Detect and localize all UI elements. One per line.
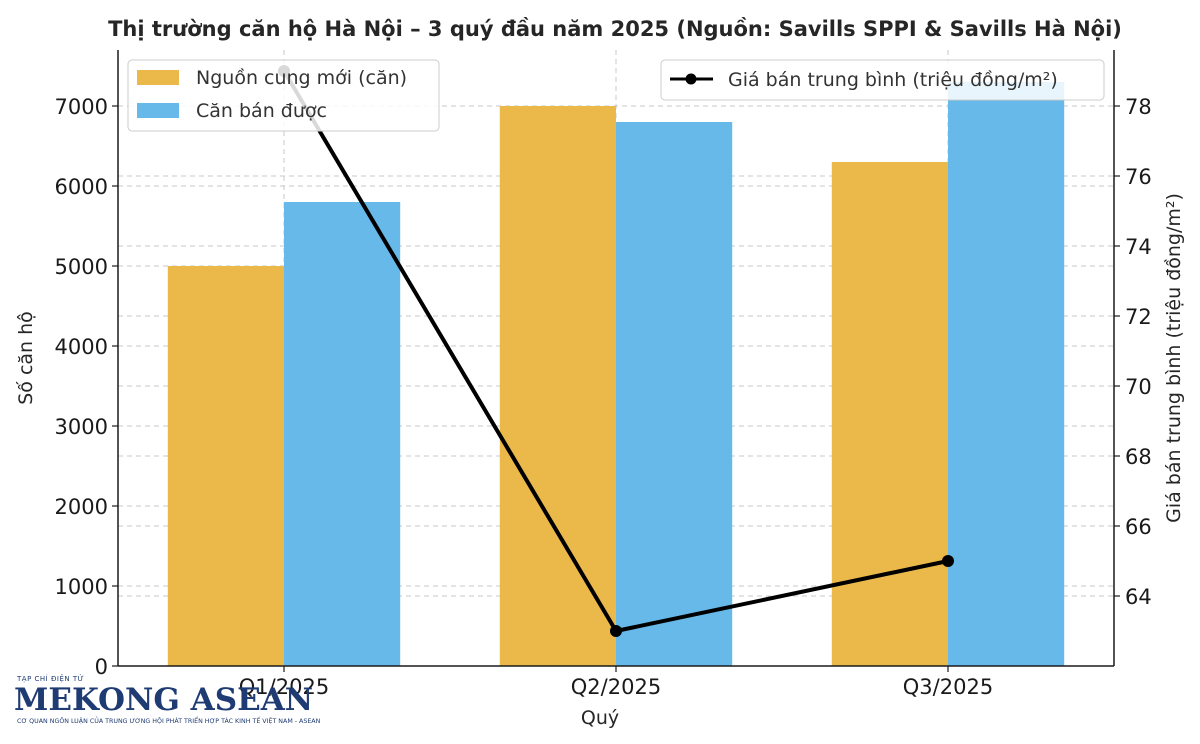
y2-tick-label-78: 78	[1125, 95, 1152, 119]
legend-label-sold: Căn bán được	[196, 100, 327, 122]
legend-label-supply: Nguồn cung mới (căn)	[196, 67, 407, 89]
logo-name: MEKONG ASEAN	[14, 682, 313, 718]
y-tick-label-4000: 4000	[55, 335, 108, 359]
bar-supply-2	[831, 162, 948, 666]
bar-sold-2	[948, 82, 1065, 666]
chart-title: Thị trường căn hộ Hà Nội – 3 quý đầu năm…	[108, 17, 1122, 41]
bar-supply-0	[167, 266, 284, 666]
y-tick-label-3000: 3000	[55, 415, 108, 439]
bar-supply-1	[499, 106, 616, 666]
x-tick-label-2: Q3/2025	[903, 675, 993, 699]
legend-bars: Nguồn cung mới (căn) Căn bán được	[127, 59, 440, 132]
bars	[167, 82, 1065, 666]
y2-tick-label-72: 72	[1125, 305, 1152, 329]
y2-axis-label: Giá bán trung bình (triệu đồng/m²)	[1163, 193, 1185, 523]
price-point-2	[942, 555, 954, 567]
legend-label-price: Giá bán trung bình (triệu đồng/m²)	[728, 69, 1058, 91]
bar-sold-0	[284, 202, 401, 666]
y-tick-label-1000: 1000	[55, 575, 108, 599]
legend-swatch-supply	[137, 70, 179, 85]
logo-top-text: TẠP CHÍ ĐIỆN TỬ	[16, 674, 84, 683]
y2-tick-label-70: 70	[1125, 375, 1152, 399]
y2-tick-label-64: 64	[1125, 585, 1152, 609]
price-point-1	[610, 625, 622, 637]
logo-tagline: CƠ QUAN NGÔN LUẬN CỦA TRUNG ƯƠNG HỘI PHÁ…	[17, 715, 321, 725]
x-tick-label-0: Q1/2025	[239, 675, 329, 699]
legend-swatch-price-marker	[685, 73, 697, 85]
y-tick-label-6000: 6000	[55, 175, 108, 199]
legend-line-box	[660, 59, 1105, 101]
y-tick-label-2000: 2000	[55, 495, 108, 519]
y-axis-label: Số căn hộ	[15, 311, 37, 405]
y2-tick-label-68: 68	[1125, 445, 1152, 469]
x-axis-label: Quý	[581, 707, 619, 729]
mekong-asean-logo: TẠP CHÍ ĐIỆN TỬ MEKONG ASEAN CƠ QUAN NGÔ…	[14, 674, 321, 725]
y2-tick-label-76: 76	[1125, 165, 1152, 189]
x-tick-label-1: Q2/2025	[571, 675, 661, 699]
left-axis-ticks: 0 1000 2000 3000 4000 5000 6000 7000	[55, 95, 118, 679]
legend-line: Giá bán trung bình (triệu đồng/m²)	[660, 59, 1105, 101]
y2-tick-label-66: 66	[1125, 515, 1152, 539]
y-tick-label-5000: 5000	[55, 255, 108, 279]
x-axis-ticks: Q1/2025 Q2/2025 Q3/2025	[239, 666, 993, 699]
right-axis-ticks: 64 66 68 70 72 74 76 78	[1114, 95, 1152, 609]
legend-bars-box	[127, 59, 440, 132]
y2-tick-label-74: 74	[1125, 235, 1152, 259]
y-tick-label-7000: 7000	[55, 95, 108, 119]
bar-sold-1	[616, 122, 733, 666]
y-tick-label-0: 0	[95, 655, 108, 679]
legend-swatch-sold	[137, 103, 179, 118]
